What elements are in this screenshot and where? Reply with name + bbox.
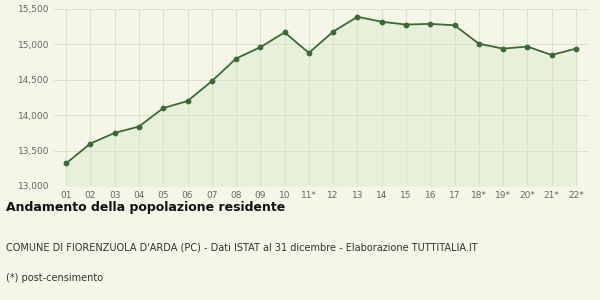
Point — [498, 46, 508, 51]
Point — [523, 44, 532, 49]
Text: (*) post-censimento: (*) post-censimento — [6, 273, 103, 283]
Point — [425, 22, 435, 26]
Point — [571, 46, 581, 51]
Point — [328, 29, 338, 34]
Point — [231, 56, 241, 61]
Point — [61, 161, 71, 166]
Point — [158, 106, 168, 110]
Point — [474, 41, 484, 46]
Point — [110, 130, 119, 135]
Text: Andamento della popolazione residente: Andamento della popolazione residente — [6, 201, 285, 214]
Point — [86, 141, 95, 146]
Point — [304, 50, 314, 55]
Point — [182, 99, 192, 103]
Text: COMUNE DI FIORENZUOLA D'ARDA (PC) - Dati ISTAT al 31 dicembre - Elaborazione TUT: COMUNE DI FIORENZUOLA D'ARDA (PC) - Dati… — [6, 243, 478, 253]
Point — [547, 52, 556, 57]
Point — [256, 45, 265, 50]
Point — [377, 19, 386, 24]
Point — [280, 30, 289, 35]
Point — [401, 22, 411, 27]
Point — [134, 124, 144, 129]
Point — [207, 79, 217, 84]
Point — [450, 23, 460, 28]
Point — [353, 14, 362, 19]
